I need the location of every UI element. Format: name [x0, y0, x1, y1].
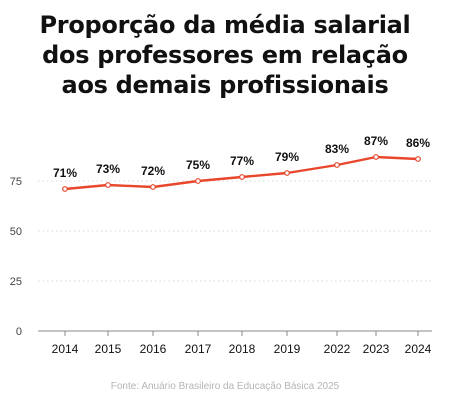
data-point-2024	[415, 156, 421, 162]
data-label-2015: 73%	[96, 162, 120, 176]
data-label-2019: 79%	[275, 150, 299, 164]
x-tick-label-2019: 2019	[274, 342, 301, 356]
y-tick-label-75: 75	[10, 176, 22, 188]
data-point-2014	[62, 186, 68, 192]
data-point-2015	[105, 182, 111, 188]
y-tick-label-50: 50	[10, 226, 22, 238]
y-tick-label-0: 0	[16, 326, 22, 338]
chart-title-line-2: dos professores em relação	[42, 41, 408, 69]
x-tick-label-2017: 2017	[185, 342, 212, 356]
data-point-2017	[195, 178, 201, 184]
data-point-2016	[150, 184, 156, 190]
data-point-2018	[239, 174, 245, 180]
data-point-2022	[334, 162, 340, 168]
data-label-2014: 71%	[53, 166, 77, 180]
x-tick-label-2015: 2015	[95, 342, 122, 356]
x-tick-label-2022: 2022	[324, 342, 351, 356]
x-tick-label-2016: 2016	[140, 342, 167, 356]
data-label-2016: 72%	[141, 164, 165, 178]
x-tick-label-2018: 2018	[229, 342, 256, 356]
data-point-2019	[284, 170, 290, 176]
x-tick-label-2024: 2024	[405, 342, 432, 356]
data-label-2023: 87%	[364, 134, 388, 148]
chart-title-line-3: aos demais profissionais	[61, 71, 389, 99]
x-tick-label-2023: 2023	[363, 342, 390, 356]
source-note: Fonte: Anuário Brasileiro da Educação Bá…	[110, 381, 340, 392]
data-label-2024: 86%	[406, 136, 430, 150]
y-tick-label-25: 25	[10, 276, 22, 288]
data-label-2022: 83%	[325, 142, 349, 156]
data-label-2018: 77%	[230, 154, 254, 168]
x-tick-label-2014: 2014	[52, 342, 79, 356]
data-point-2023	[373, 154, 379, 160]
chart-title: Proporção da média salarial dos professo…	[0, 10, 450, 100]
data-label-2017: 75%	[186, 158, 210, 172]
chart-title-line-1: Proporção da média salarial	[39, 11, 411, 39]
